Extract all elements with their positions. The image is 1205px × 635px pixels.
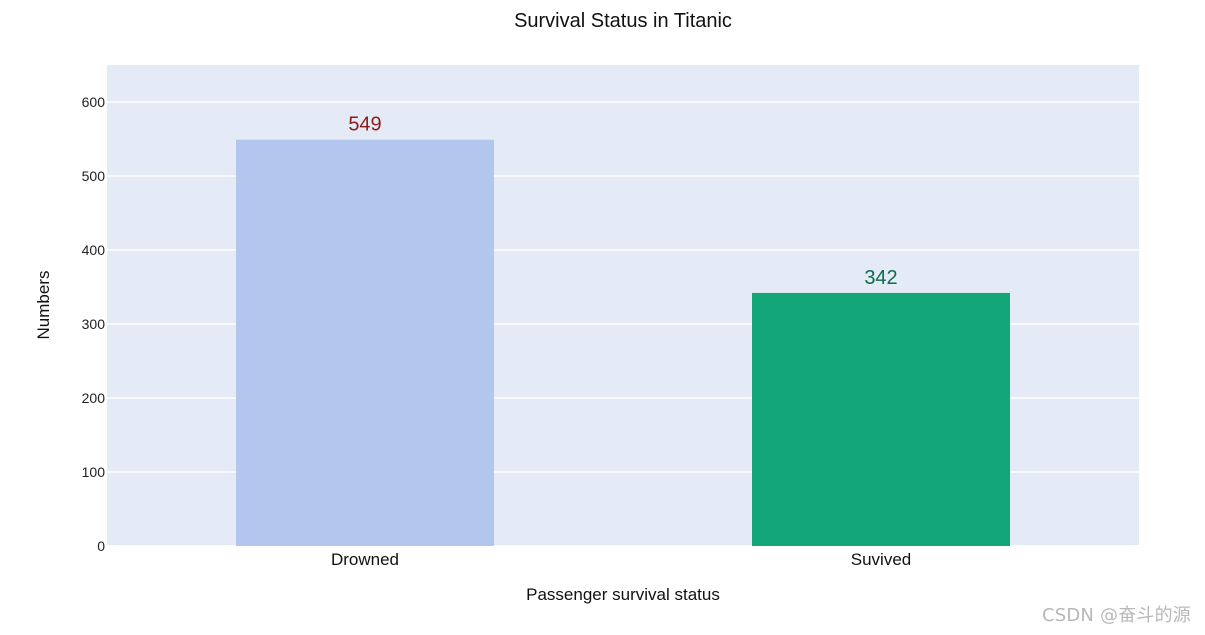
csdn-watermark: CSDN @奋斗的源 bbox=[1041, 605, 1191, 626]
y-tick-label: 400 bbox=[82, 242, 106, 258]
y-tick-label: 0 bbox=[97, 538, 105, 554]
y-axis-ticks: 0 100 200 300 400 500 600 bbox=[82, 94, 106, 554]
x-tick-label-drowned: Drowned bbox=[331, 550, 399, 569]
y-tick-label: 200 bbox=[82, 390, 106, 406]
y-tick-label: 600 bbox=[82, 94, 106, 110]
x-tick-label-suvived: Suvived bbox=[851, 550, 911, 569]
bars bbox=[236, 139, 1010, 547]
y-axis-title: Numbers bbox=[34, 271, 53, 340]
data-label-drowned: 549 bbox=[348, 114, 381, 136]
y-tick-label: 500 bbox=[82, 168, 106, 184]
y-tick-label: 300 bbox=[82, 316, 106, 332]
data-label-suvived: 342 bbox=[864, 267, 897, 289]
bar-suvived[interactable] bbox=[752, 292, 1010, 546]
data-labels: 549 342 bbox=[348, 114, 897, 289]
x-axis-ticks: Drowned Suvived bbox=[331, 550, 911, 569]
x-axis-title: Passenger survival status bbox=[526, 585, 720, 604]
chart-title: Survival Status in Titanic bbox=[514, 10, 732, 32]
bar-drowned[interactable] bbox=[236, 139, 494, 547]
y-tick-label: 100 bbox=[82, 464, 106, 480]
